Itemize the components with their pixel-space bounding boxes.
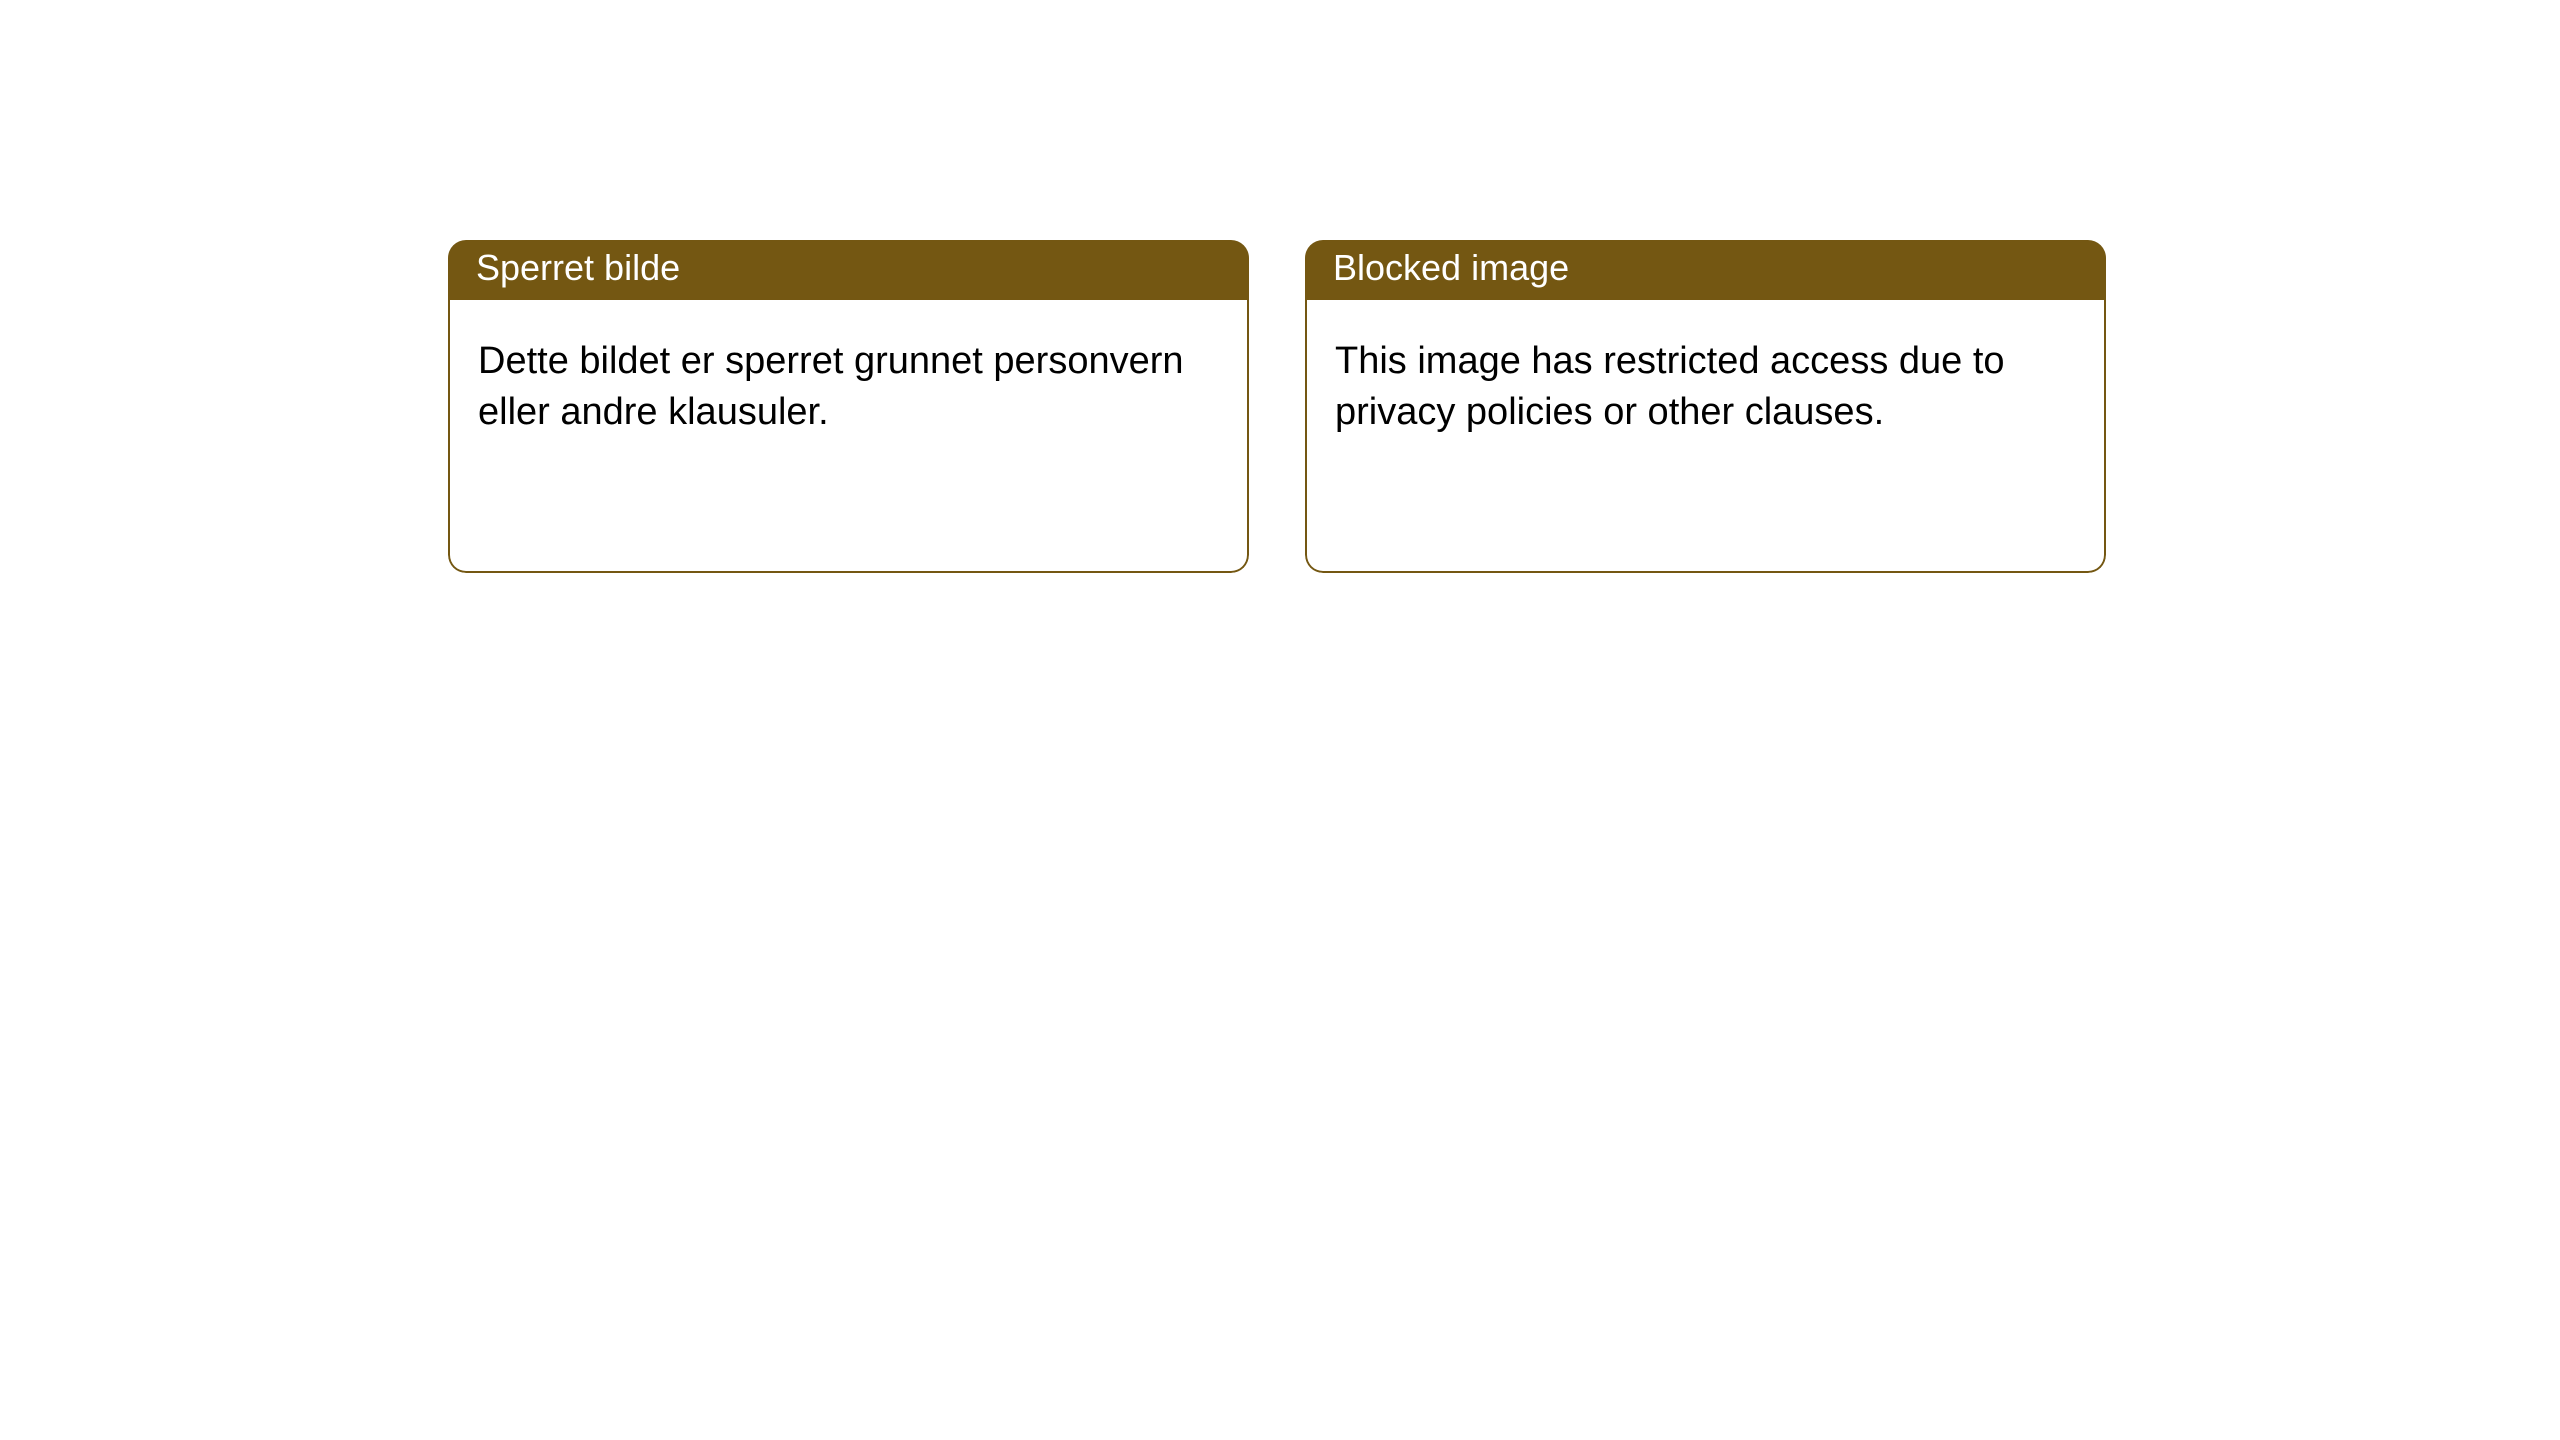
notice-container: Sperret bilde Dette bildet er sperret gr… <box>448 240 2106 573</box>
notice-header-norwegian: Sperret bilde <box>448 240 1249 300</box>
notice-body-text: This image has restricted access due to … <box>1335 340 2005 433</box>
notice-card-norwegian: Sperret bilde Dette bildet er sperret gr… <box>448 240 1249 573</box>
notice-header-english: Blocked image <box>1305 240 2106 300</box>
notice-title: Sperret bilde <box>476 247 680 289</box>
notice-body-english: This image has restricted access due to … <box>1305 300 2106 573</box>
notice-title: Blocked image <box>1333 247 1569 289</box>
notice-body-norwegian: Dette bildet er sperret grunnet personve… <box>448 300 1249 573</box>
notice-body-text: Dette bildet er sperret grunnet personve… <box>478 340 1184 433</box>
notice-card-english: Blocked image This image has restricted … <box>1305 240 2106 573</box>
